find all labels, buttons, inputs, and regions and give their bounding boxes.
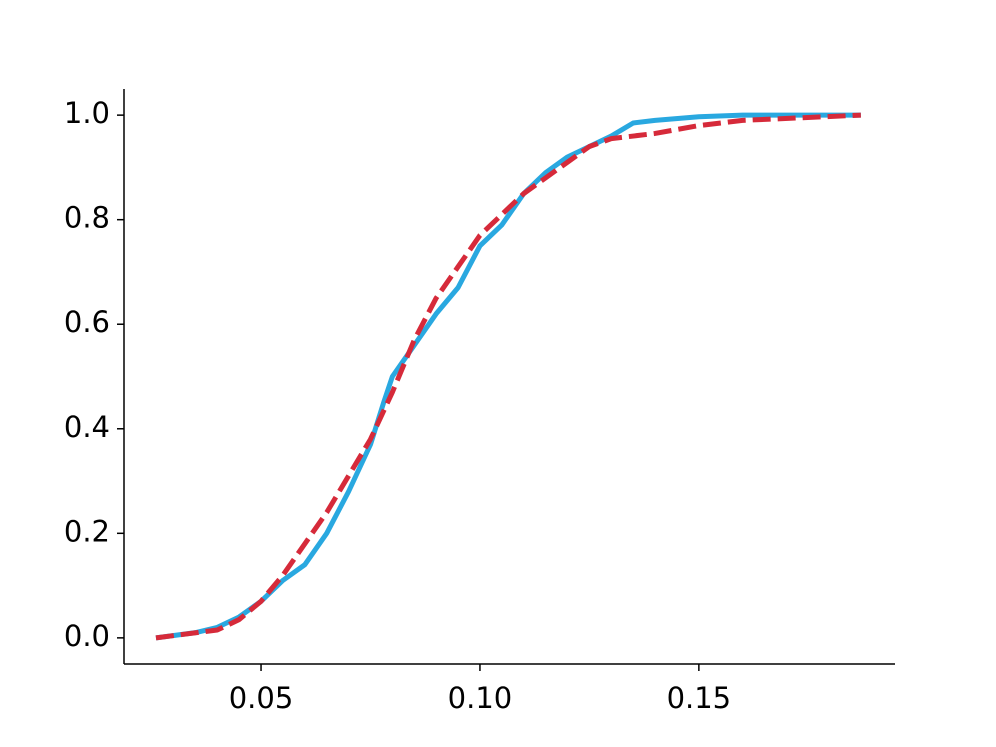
series-line	[155, 112, 861, 641]
x-tick-label: 0.05	[229, 681, 294, 715]
y-tick-label: 0.4	[64, 410, 110, 444]
y-tick-label: 0.2	[64, 514, 110, 548]
series-line	[155, 112, 861, 641]
x-tick-label: 0.10	[448, 681, 513, 715]
y-tick-label: 0.8	[64, 201, 110, 235]
y-tick-label: 1.0	[64, 96, 110, 130]
x-tick-label: 0.15	[667, 681, 732, 715]
y-tick-label: 0.0	[64, 619, 110, 653]
y-tick-label: 0.6	[64, 305, 110, 339]
